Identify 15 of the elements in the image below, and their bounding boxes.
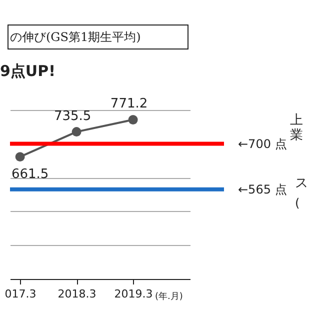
x-tick-label: 017.3: [4, 288, 36, 300]
ref-line-label: ←565 点: [238, 182, 287, 196]
text: (: [295, 196, 300, 210]
data-label: 735.5: [54, 108, 92, 124]
text: 上: [290, 113, 303, 128]
text: 業: [290, 128, 303, 143]
ref-line-label: ←700 点: [238, 136, 287, 151]
text: 9点UP!: [0, 62, 56, 80]
data-label: 771.2: [110, 96, 148, 112]
data-label: 661.5: [11, 166, 49, 182]
x-tick-label: 2018.3: [58, 288, 96, 300]
x-axis-title: (年.月): [155, 291, 183, 302]
x-tick-label: 2019.3: [114, 288, 153, 300]
text: ス: [295, 176, 308, 191]
chart-title: の伸び(GS第1期生平均): [10, 30, 141, 44]
